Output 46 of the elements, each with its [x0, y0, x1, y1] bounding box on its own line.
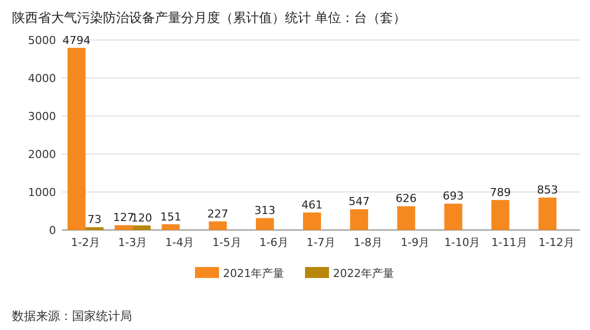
data-label: 853 — [536, 184, 558, 197]
bar — [444, 204, 462, 230]
legend-label: 2021年产量 — [223, 267, 284, 280]
legend-label: 2022年产量 — [333, 267, 394, 280]
x-tick-label: 1-3月 — [118, 236, 148, 249]
data-label: 313 — [254, 204, 276, 218]
bar — [68, 48, 86, 230]
data-label: 73 — [88, 213, 102, 226]
x-tick-label: 1-12月 — [538, 236, 574, 249]
data-label: 151 — [160, 210, 182, 224]
bar — [303, 212, 321, 230]
bar — [397, 206, 416, 230]
bar — [491, 200, 510, 230]
x-tick-label: 1-8月 — [354, 236, 383, 249]
bar — [208, 221, 227, 230]
data-label: 626 — [396, 192, 417, 206]
source-note: 数据来源：国家统计局 — [12, 309, 132, 323]
x-tick-label: 1-10月 — [444, 236, 480, 249]
x-tick-label: 1-6月 — [259, 236, 288, 249]
data-label: 461 — [302, 198, 322, 212]
bar — [350, 209, 368, 230]
y-tick-label: 4000 — [28, 72, 56, 85]
bar — [114, 225, 133, 230]
y-tick-label: 5000 — [28, 34, 56, 47]
data-label: 693 — [442, 190, 464, 203]
data-label: 227 — [207, 207, 228, 220]
x-tick-label: 1-5月 — [212, 236, 242, 249]
x-tick-label: 1-2月 — [71, 236, 100, 249]
x-tick-label: 1-11月 — [491, 236, 528, 249]
x-tick-label: 1-7月 — [306, 236, 336, 249]
data-label: 547 — [348, 195, 370, 208]
bar — [86, 227, 104, 230]
y-tick-label: 0 — [49, 224, 56, 237]
chart-title: 陕西省大气污染防治设备产量分月度（累计值）统计 单位：台（套） — [12, 10, 406, 26]
bar — [162, 224, 180, 230]
y-tick-label: 1000 — [28, 186, 56, 199]
bar — [132, 225, 151, 230]
data-label: 4794 — [62, 34, 91, 47]
data-label: 789 — [490, 186, 511, 200]
x-tick-label: 1-9月 — [400, 236, 430, 249]
y-tick-label: 3000 — [28, 110, 56, 123]
data-label: 120 — [131, 211, 152, 224]
x-tick-label: 1-4月 — [165, 236, 194, 249]
bar — [256, 218, 274, 230]
y-tick-label: 2000 — [28, 148, 56, 161]
bar — [538, 198, 556, 230]
